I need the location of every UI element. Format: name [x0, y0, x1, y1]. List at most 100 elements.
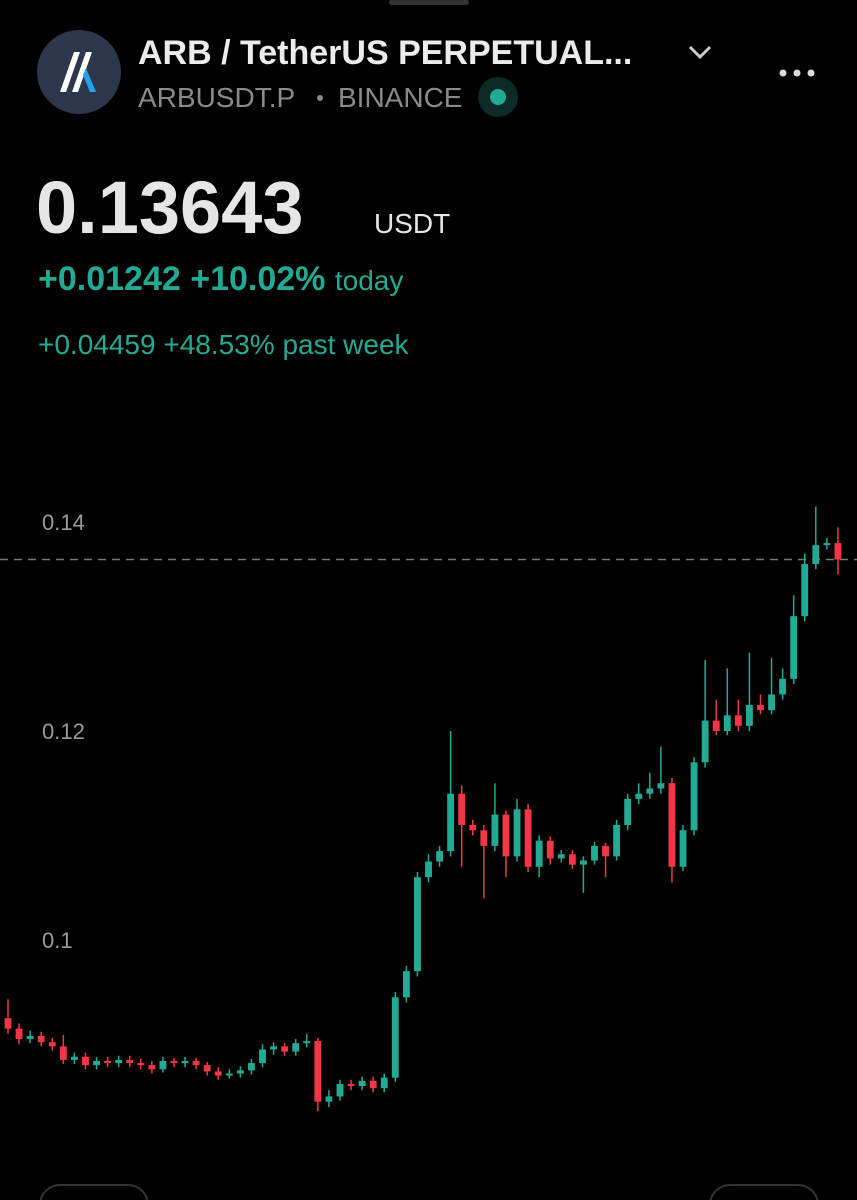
exchange: BINANCE [338, 82, 462, 113]
candle-body [823, 543, 831, 546]
candle-body [447, 793, 455, 852]
candle-body [546, 840, 554, 859]
currency: USDT [374, 208, 450, 239]
candle-body [26, 1035, 34, 1040]
day-change-pct: +10.02% [190, 260, 325, 298]
candle-body [248, 1063, 255, 1071]
candle-body [679, 830, 687, 867]
candle-body [369, 1080, 377, 1089]
candle-body [314, 1041, 322, 1102]
last-price: 0.13643 [36, 166, 304, 249]
bottom-button[interactable] [39, 1184, 149, 1200]
candle-body [491, 814, 499, 846]
candle-body [347, 1083, 355, 1087]
candle-body [524, 809, 532, 867]
candle-body [723, 715, 731, 732]
candle-body [104, 1060, 112, 1064]
y-tick-label: 0.1 [42, 928, 73, 953]
candle-body [270, 1046, 278, 1050]
day-change-abs: +0.01242 [38, 260, 181, 298]
candle-body [48, 1042, 56, 1047]
candle-body [790, 616, 798, 679]
candle-body [779, 678, 787, 695]
logo [37, 30, 121, 114]
candle-body [690, 762, 698, 831]
candle-body [358, 1080, 366, 1087]
candle-body [181, 1060, 189, 1064]
candle-body [613, 825, 621, 857]
candle-body [214, 1071, 222, 1076]
candle-body [292, 1043, 300, 1052]
candle-body [303, 1041, 311, 1044]
candle-body [579, 860, 587, 865]
candle-body [436, 851, 443, 862]
candle-body [4, 1018, 12, 1029]
candle-body [93, 1060, 100, 1066]
candle-body [115, 1059, 123, 1064]
candle-body [137, 1063, 145, 1066]
candle-body [225, 1073, 233, 1076]
candle-body [380, 1077, 388, 1089]
candle-body [712, 720, 720, 732]
candle-body [126, 1059, 134, 1064]
candle-body [812, 545, 820, 564]
candle-body [425, 861, 432, 878]
candle-body [414, 877, 421, 972]
candle-body [624, 798, 632, 825]
candle-body [458, 793, 466, 825]
candle-body [502, 814, 510, 857]
candle-body [159, 1060, 167, 1070]
y-tick-label: 0.12 [42, 719, 85, 744]
notch [389, 0, 469, 5]
symbol-code: ARBUSDT.P [138, 82, 295, 113]
symbol-title[interactable]: ARB / TetherUS PERPETUAL... [138, 34, 632, 72]
candle-body [281, 1046, 289, 1052]
candle-body [82, 1056, 89, 1066]
candle-body [15, 1028, 23, 1040]
separator-dot [317, 95, 323, 101]
candle-body [801, 563, 809, 617]
market-open-dot [490, 89, 506, 105]
candle-body [701, 720, 709, 763]
candle-body [657, 783, 665, 789]
candle-body [757, 704, 764, 711]
candle-body [635, 793, 643, 799]
week-label: past week [282, 329, 409, 360]
candle-body [557, 854, 565, 859]
candlestick-chart: 0.1 0.12 0.14 [0, 506, 857, 1112]
y-tick-label: 0.14 [42, 510, 85, 535]
candle-body [513, 809, 521, 857]
week-change-pct: +48.53% [163, 329, 274, 360]
candle-body [480, 830, 488, 846]
candle-body [734, 715, 742, 726]
day-label: today [335, 265, 404, 296]
candle-body [591, 845, 598, 861]
candle-body [602, 845, 609, 857]
day-change: +0.01242 +10.02% today [38, 260, 403, 298]
candle-body [59, 1046, 67, 1060]
candle-body [170, 1060, 178, 1064]
candle-body [568, 854, 576, 865]
candle-body [336, 1083, 344, 1097]
candle-body [203, 1065, 211, 1072]
candle-body [192, 1060, 200, 1066]
more-menu[interactable] [779, 69, 815, 77]
candle-body [469, 825, 477, 831]
candle-body [402, 971, 410, 998]
dropdown-chevron[interactable] [688, 45, 712, 60]
week-change: +0.04459 +48.53% past week [38, 329, 410, 360]
bottom-button[interactable] [709, 1184, 819, 1200]
week-change-abs: +0.04459 [38, 329, 156, 360]
candle-body [259, 1049, 266, 1064]
candle-body [325, 1096, 333, 1102]
candle-body [148, 1065, 156, 1070]
candle-body [668, 783, 676, 867]
candle-body [535, 840, 543, 867]
candle-body [391, 997, 399, 1078]
candle-body [646, 788, 654, 794]
candle-body [37, 1035, 45, 1043]
candle-body [768, 694, 775, 711]
